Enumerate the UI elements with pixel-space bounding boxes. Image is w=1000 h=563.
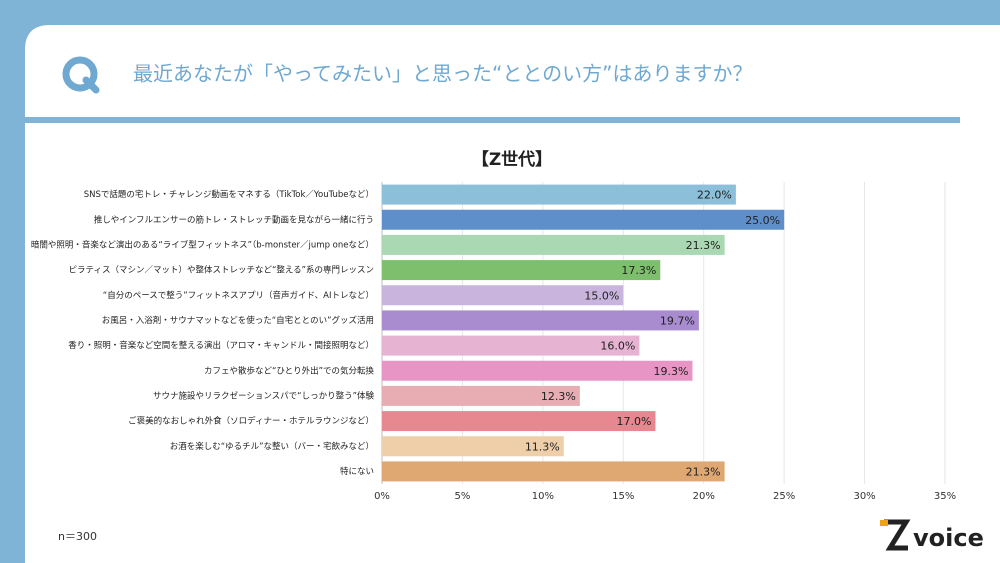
x-tick-label: 0%	[374, 491, 390, 502]
x-tick-label: 25%	[773, 491, 795, 502]
y-tick-label: SNSで話題の宅トレ・チャレンジ動画をマネする（TikTok／YouTubeなど…	[84, 189, 374, 200]
value-label: 15.0%	[584, 289, 619, 302]
bar	[382, 360, 693, 381]
value-label: 19.7%	[660, 314, 695, 327]
x-tick-label: 5%	[454, 491, 470, 502]
y-tick-label: カフェや散歩など“ひとり外出”での気分転換	[204, 365, 375, 376]
x-tick-label: 35%	[934, 491, 956, 502]
bar	[382, 335, 640, 356]
value-label: 21.3%	[686, 465, 721, 478]
value-label: 16.0%	[600, 340, 635, 353]
value-label: 12.3%	[541, 390, 576, 403]
bar	[382, 260, 661, 281]
value-label: 22.0%	[697, 189, 732, 202]
y-tick-label: 香り・照明・音楽など空間を整える演出（アロマ・キャンドル・間接照明など）	[68, 340, 374, 351]
bar	[382, 436, 564, 457]
y-tick-label: ご褒美的なおしゃれ外食（ソロディナー・ホテルラウンジなど）	[128, 416, 374, 427]
page-title: 最近あなたが「やってみたい」と思った“ととのい方”はありますか？	[133, 62, 753, 86]
bar	[382, 310, 699, 331]
bar	[382, 411, 656, 432]
value-label: 19.3%	[654, 365, 689, 378]
y-tick-label: お風呂・入浴剤・サウナマットなどを使った“自宅ととのい”グッズ活用	[102, 315, 374, 326]
x-tick-label: 15%	[612, 491, 634, 502]
bar	[382, 184, 736, 205]
header-rule	[25, 117, 960, 123]
value-label: 17.0%	[617, 415, 652, 428]
x-tick-label: 10%	[532, 491, 554, 502]
value-label: 17.3%	[621, 264, 656, 277]
bar	[382, 461, 725, 482]
chart-title: 【Z世代】	[472, 149, 552, 170]
logo	[880, 519, 911, 551]
y-tick-label: 推しやインフルエンサーの筋トレ・ストレッチ動画を見ながら一緒に行う	[94, 214, 374, 225]
y-tick-label: サウナ施設やリラクゼーションスパで“しっかり整う”体験	[153, 390, 374, 401]
bar	[382, 385, 580, 406]
x-tick-label: 20%	[693, 491, 715, 502]
q-icon	[62, 56, 100, 94]
bar	[382, 234, 725, 255]
y-tick-label: “自分のペースで整う”フィットネスアプリ（音声ガイド、AIトレなど）	[103, 290, 374, 301]
value-label: 25.0%	[745, 214, 780, 227]
x-tick-label: 30%	[853, 491, 875, 502]
y-tick-label: 暗闇や照明・音楽など演出のある“ライブ型フィットネス”（b-monster／ju…	[31, 239, 374, 250]
footnote: n＝300	[58, 530, 97, 543]
bar	[382, 285, 624, 306]
y-tick-label: 特にない	[340, 466, 374, 477]
y-tick-label: お酒を楽しむ“ゆるチル”な整い（バー・宅飲みなど）	[170, 441, 374, 452]
value-label: 21.3%	[686, 239, 721, 252]
logo-text: voice	[913, 524, 984, 552]
y-tick-label: ピラティス（マシン／マット）や整体ストレッチなど“整える”系の専門レッスン	[68, 265, 374, 276]
bar	[382, 209, 785, 230]
value-label: 11.3%	[525, 440, 560, 453]
